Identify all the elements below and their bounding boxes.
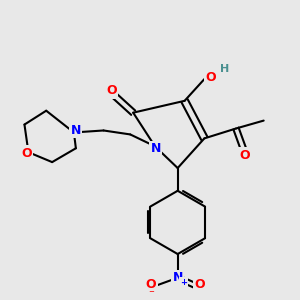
Text: +: +: [180, 278, 187, 287]
Text: N: N: [151, 142, 161, 155]
Text: ⁻: ⁻: [148, 290, 154, 300]
Text: N: N: [71, 124, 81, 137]
Text: H: H: [220, 64, 229, 74]
Text: O: O: [240, 149, 250, 162]
Text: N: N: [172, 271, 183, 284]
Text: O: O: [194, 278, 205, 291]
Text: O: O: [205, 70, 216, 84]
Text: O: O: [21, 147, 32, 160]
Text: O: O: [146, 278, 156, 291]
Text: O: O: [106, 84, 117, 98]
